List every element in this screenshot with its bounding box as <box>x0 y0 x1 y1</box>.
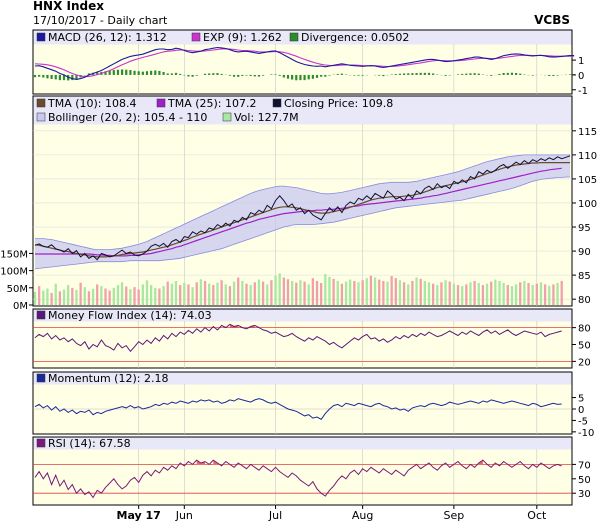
indicator-line <box>34 398 562 420</box>
closing-price-line <box>34 155 571 261</box>
y-tick-label: -10 <box>578 428 594 439</box>
y-tick-label: 110 <box>578 151 597 162</box>
legend-swatch <box>36 438 46 448</box>
y-tick-label: -5 <box>578 416 588 427</box>
legend-entry: Vol: 127.7M <box>234 111 299 124</box>
price-panel: TMA (10): 108.4 TMA (25): 107.2 Closing Pr… <box>0 95 597 312</box>
y-tick-label: 85 <box>578 271 591 282</box>
y-tick-label: 115 <box>578 127 597 138</box>
legend-swatch <box>222 112 232 122</box>
y-tick-label: 100 <box>578 199 597 210</box>
legend-entry: Money Flow Index (14): 74.03 <box>48 309 212 322</box>
y-tick-label: 20 <box>578 357 591 368</box>
y-tick-label: 0 <box>578 71 584 82</box>
bollinger-lower-line <box>34 176 570 270</box>
tma25-line <box>35 167 562 257</box>
legend-swatch <box>191 32 201 42</box>
tma10-line <box>34 162 570 258</box>
legend-background <box>33 96 572 125</box>
bollinger-upper-line <box>35 154 570 251</box>
legend-entry: Momentum (12): 2.18 <box>48 372 168 385</box>
volume-tick-label: 0M <box>13 301 28 312</box>
volume-tick-label: 50M <box>7 284 28 295</box>
legend-swatch <box>36 112 46 122</box>
legend-entry: TMA (10): 108.4 <box>47 97 137 110</box>
legend-swatch <box>156 98 166 108</box>
legend-entry: EXP (9): 1.262 <box>203 31 282 44</box>
y-tick-label: 105 <box>578 175 597 186</box>
y-tick-label: 50 <box>578 341 591 352</box>
mfi-panel: Money Flow Index (14): 74.03 80 50 20 <box>32 308 591 369</box>
y-tick-label: -1 <box>578 86 588 97</box>
legend-swatch <box>289 32 299 42</box>
legend-background <box>33 309 572 322</box>
legend-entry: Divergence: 0.0502 <box>301 31 409 44</box>
macd-panel: MACD (26, 12): 1.312 EXP (9): 1.262 Diverg… <box>32 29 588 97</box>
rsi-panel: RSI (14): 67.58 70 50 30 <box>32 436 591 506</box>
y-tick-label: 50 <box>578 475 591 486</box>
legend-swatch <box>36 32 46 42</box>
legend-entry: Closing Price: 109.8 <box>284 97 393 110</box>
legend-entry: MACD (26, 12): 1.312 <box>48 31 167 44</box>
volume-tick-label: 100M <box>0 267 28 278</box>
overbought-fill <box>196 460 205 465</box>
y-tick-label: 5 <box>578 394 584 405</box>
legend-swatch <box>36 98 46 108</box>
legend-entry: RSI (14): 67.58 <box>48 437 131 450</box>
legend-swatch <box>36 373 46 383</box>
momentum-panel: Momentum (12): 2.18 50-5-10 <box>32 371 594 439</box>
x-tick-label: Aug <box>352 509 373 522</box>
y-tick-label: 1 <box>578 56 584 67</box>
legend-entry: TMA (25): 107.2 <box>167 97 257 110</box>
chart-subtitle: 17/10/2017 - Daily chart <box>33 14 168 27</box>
x-axis: May 17 Jun Jul Aug Sep Oct <box>117 505 547 522</box>
x-tick-label: Oct <box>527 509 547 522</box>
macd-line <box>34 46 575 80</box>
legend-background <box>33 372 572 385</box>
legend-swatch <box>272 98 282 108</box>
legend-background <box>33 437 572 450</box>
y-tick-label: 80 <box>578 324 591 335</box>
x-tick-label: Sep <box>444 509 465 522</box>
y-tick-label: 95 <box>578 223 591 234</box>
y-tick-label: 30 <box>578 489 591 500</box>
y-tick-label: 70 <box>578 460 591 471</box>
chart-title: HNX Index <box>33 0 104 13</box>
x-tick-label: Jun <box>175 509 193 522</box>
overbought-fill <box>229 324 239 328</box>
x-tick-label: May 17 <box>117 509 161 522</box>
volume-tick-label: 150M <box>0 249 28 260</box>
legend-background <box>33 30 572 45</box>
y-tick-label: 80 <box>578 295 591 306</box>
indicator-line <box>34 459 562 499</box>
legend-swatch <box>36 310 46 320</box>
indicator-line <box>34 323 562 353</box>
x-tick-label: Jul <box>268 509 282 522</box>
brand-label: VCBS <box>534 13 570 27</box>
y-tick-label: 90 <box>578 247 591 258</box>
y-tick-label: 0 <box>578 405 584 416</box>
legend-entry: Bollinger (20, 2): 105.4 - 110 <box>48 111 207 124</box>
